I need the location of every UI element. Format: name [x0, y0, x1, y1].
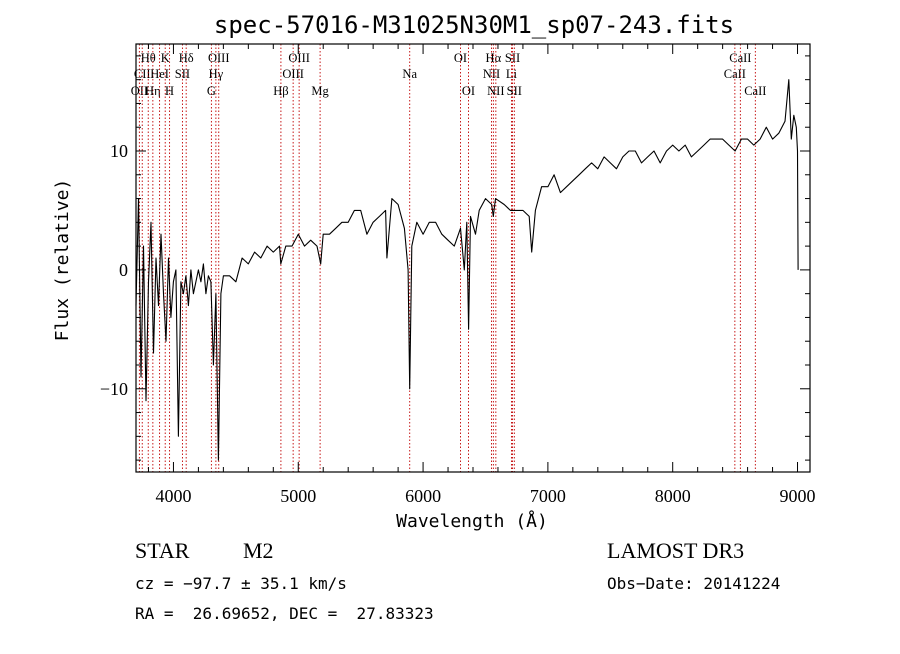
survey-name: LAMOST DR3: [607, 538, 745, 563]
line-marker-label-17: OI: [454, 51, 467, 65]
axes: 4000 5000 6000 7000 8000 9000 −10 0 10: [100, 43, 816, 506]
line-marker-label-6: H: [165, 84, 174, 98]
y-tick-label--10: −10: [100, 379, 128, 399]
y-tick-label-0: 0: [119, 260, 128, 280]
x-tick-label-7000: 7000: [530, 486, 566, 506]
line-marker-label-26: CaII: [729, 51, 751, 65]
line-marker-label-22: Li: [506, 67, 518, 81]
object-class: STAR: [135, 538, 190, 563]
line-marker-label-21: NII: [487, 84, 504, 98]
series-line-0: [135, 79, 799, 461]
line-marker-label-2: Hθ: [141, 51, 156, 65]
line-marker-label-20: Hα: [486, 51, 502, 65]
line-marker-label-18: OI: [462, 84, 475, 98]
line-marker-label-8: Hδ: [179, 51, 194, 65]
coordinates: RA = 26.69652, DEC = 27.83323: [135, 604, 434, 623]
line-marker-label-27: CaII: [744, 84, 766, 98]
line-marker-label-16: Na: [402, 67, 417, 81]
line-marker-label-9: G: [207, 84, 216, 98]
x-tick-label-9000: 9000: [780, 486, 816, 506]
x-tick-label-4000: 4000: [155, 486, 191, 506]
spectrum-series: [135, 79, 799, 461]
line-marker-label-0: OII: [131, 84, 148, 98]
object-subclass: M2: [243, 538, 274, 563]
line-marker-label-7: SII: [175, 67, 190, 81]
line-marker-label-3: Hη: [145, 84, 161, 98]
y-tick-label-10: 10: [110, 141, 128, 161]
line-marker-label-23: SII: [505, 51, 520, 65]
observation-date: Obs−Date: 20141224: [607, 574, 781, 593]
chart-title: spec-57016-M31025N30M1_sp07-243.fits: [214, 11, 734, 39]
plot-frame: [135, 43, 811, 473]
line-marker-label-4: HeI: [150, 67, 169, 81]
line-marker-label-10: Hγ: [209, 67, 224, 81]
line-marker-label-12: Hβ: [273, 84, 288, 98]
line-markers: OIICIIHθHηHeIKHSIIHδGHγOIIIHβOIIIOIIIMgN…: [131, 44, 766, 472]
line-marker-label-25: CaII: [724, 67, 746, 81]
line-marker-label-1: CII: [134, 67, 151, 81]
line-marker-label-13: OIII: [282, 67, 304, 81]
x-axis-label: Wavelength (Å): [396, 510, 548, 532]
x-tick-label-5000: 5000: [280, 486, 316, 506]
line-marker-label-5: K: [161, 51, 170, 65]
line-marker-label-19: NII: [483, 67, 500, 81]
line-marker-label-11: OIII: [208, 51, 230, 65]
x-tick-label-6000: 6000: [405, 486, 441, 506]
x-tick-label-8000: 8000: [655, 486, 691, 506]
redshift-velocity: cz = −97.7 ± 35.1 km/s: [135, 574, 347, 593]
line-marker-label-24: SII: [507, 84, 522, 98]
y-axis-label: Flux (relative): [52, 179, 73, 342]
line-marker-label-14: OIII: [288, 51, 310, 65]
line-marker-label-15: Mg: [311, 84, 329, 98]
